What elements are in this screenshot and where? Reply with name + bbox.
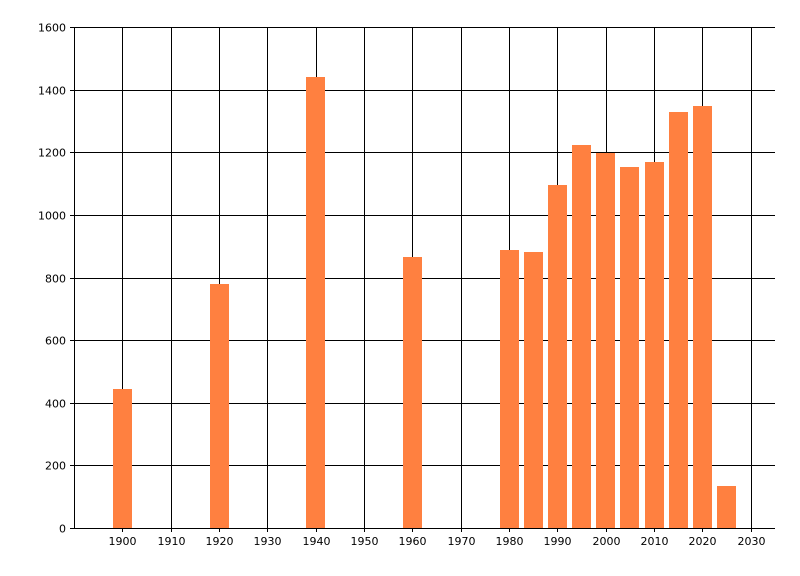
y-tick-label: 200 [45, 460, 66, 473]
x-tick-label: 1990 [544, 535, 572, 548]
y-tick-label: 400 [45, 398, 66, 411]
bar [572, 145, 591, 528]
bar [548, 185, 567, 528]
x-tick-label: 2020 [689, 535, 717, 548]
x-tick-label: 1980 [496, 535, 524, 548]
axes [70, 27, 775, 532]
x-tick-label: 2000 [593, 535, 621, 548]
bar [693, 106, 712, 528]
bar [403, 257, 422, 528]
bar [524, 252, 543, 528]
x-tick-label: 2030 [738, 535, 766, 548]
x-tick-label: 1950 [351, 535, 379, 548]
x-tick-label: 1900 [109, 535, 137, 548]
x-tick-label: 1910 [158, 535, 186, 548]
bar [210, 284, 229, 528]
bar [596, 153, 615, 528]
bar [306, 77, 325, 528]
bar [645, 162, 664, 528]
bar [669, 112, 688, 528]
y-tick-label: 1000 [38, 210, 66, 223]
bars [113, 77, 736, 528]
bar [500, 250, 519, 528]
x-tick-label: 1970 [448, 535, 476, 548]
y-tick-label: 1400 [38, 85, 66, 98]
bar [113, 389, 132, 528]
bar [620, 167, 639, 528]
bar [717, 486, 736, 528]
x-tick-label: 1960 [399, 535, 427, 548]
y-tick-label: 1600 [38, 22, 66, 35]
y-tick-label: 800 [45, 273, 66, 286]
y-tick-label: 600 [45, 335, 66, 348]
y-tick-label: 1200 [38, 147, 66, 160]
tick-labels: 0 200 400 600 800 1000 1200 1400 1600 1900 1910 192… [38, 22, 766, 549]
x-tick-label: 1920 [206, 535, 234, 548]
x-tick-label: 2010 [641, 535, 669, 548]
x-tick-label: 1930 [254, 535, 282, 548]
x-tick-label: 1940 [303, 535, 331, 548]
y-tick-label: 0 [59, 523, 66, 536]
